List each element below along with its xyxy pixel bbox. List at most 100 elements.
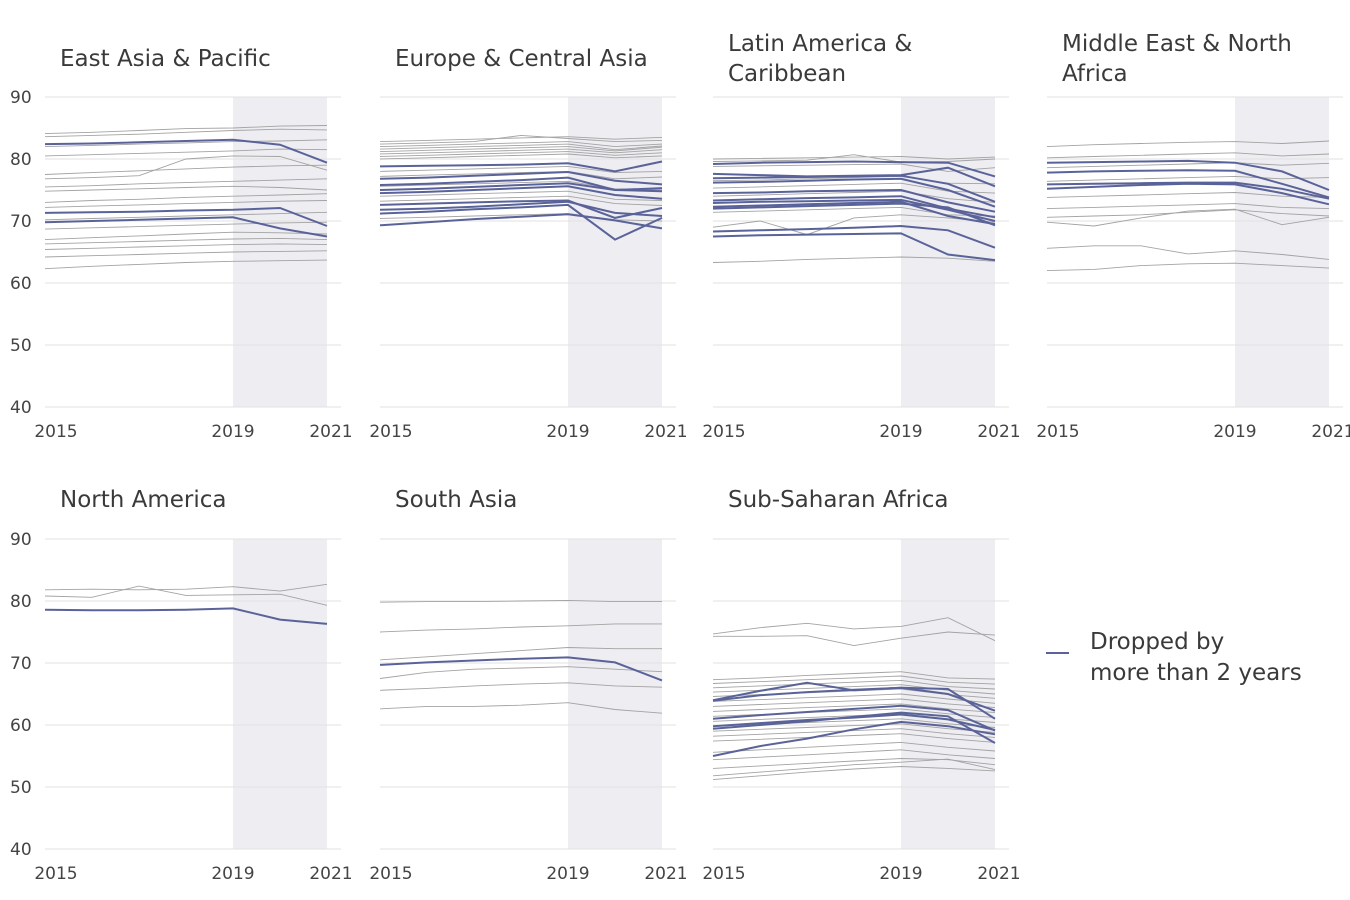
y-tick-label: 70	[10, 654, 32, 674]
context-series-line	[44, 178, 328, 188]
context-series-line	[712, 741, 996, 753]
context-series-line	[379, 195, 663, 206]
highlighted-series-line	[712, 174, 996, 203]
context-series-line	[712, 749, 996, 761]
context-series-line	[712, 698, 996, 709]
y-tick-label: 40	[10, 398, 32, 418]
context-series-line	[1046, 203, 1330, 210]
highlighted-series-line	[379, 182, 663, 193]
context-series-line	[44, 125, 328, 135]
context-series-line	[712, 156, 996, 160]
context-series-line	[379, 170, 663, 180]
shaded-period	[233, 539, 327, 849]
context-series-line	[379, 146, 663, 153]
x-tick-label: 2015	[34, 864, 77, 884]
context-series-line	[379, 143, 663, 151]
x-tick-label: 2015	[702, 422, 745, 442]
highlighted-series-line	[379, 213, 663, 230]
context-series-line	[379, 148, 663, 155]
shaded-period	[568, 539, 662, 849]
context-series-line	[713, 631, 996, 647]
highlighted-series-line	[44, 607, 328, 625]
context-series-line	[712, 154, 996, 163]
context-series-line	[1046, 152, 1330, 159]
context-series-line	[712, 671, 996, 681]
context-series-line	[712, 214, 996, 236]
panel-title-line: Latin America &	[728, 31, 912, 57]
highlighted-series-line	[712, 195, 996, 219]
context-series-line	[1046, 175, 1330, 182]
panel-title-line: South Asia	[395, 487, 517, 513]
context-series-line	[712, 182, 996, 194]
y-tick-label: 90	[10, 88, 32, 108]
context-series-line	[379, 180, 663, 191]
y-tick-label: 50	[10, 336, 32, 356]
context-series-line	[712, 723, 996, 733]
context-series-line	[379, 136, 663, 143]
context-series-line	[1046, 162, 1330, 169]
x-tick-label: 2019	[546, 422, 589, 442]
highlighted-series-line	[379, 656, 663, 682]
highlighted-series-line	[44, 216, 328, 238]
context-series-line	[44, 200, 328, 208]
context-series-line	[712, 728, 996, 738]
context-series-line	[44, 231, 328, 241]
panel-5: North America 40 50 60 70 80 90 2015 2019 2021	[10, 487, 353, 884]
context-series-line	[712, 758, 996, 777]
panel-4: Middle East & North Africa 2015 2019 2021	[1036, 31, 1350, 442]
highlighted-series-line	[379, 170, 663, 186]
panel-2: Europe & Central Asia 2015 2019 2021	[369, 46, 687, 442]
context-series-line	[379, 134, 663, 145]
x-tick-label: 2015	[369, 864, 412, 884]
x-tick-label: 2019	[211, 864, 254, 884]
context-series-line	[44, 583, 328, 592]
panel-1: East Asia & Pacific 40 50 60 70 80 90 2015 2019 2…	[10, 46, 353, 442]
highlighted-series-line	[712, 200, 996, 226]
context-series-line	[1046, 209, 1330, 218]
x-tick-label: 2019	[211, 422, 254, 442]
context-series-line	[44, 259, 328, 270]
context-series-line	[44, 211, 328, 221]
context-series-line	[379, 141, 663, 148]
highlighted-series-line	[712, 232, 996, 262]
context-series-line	[379, 702, 663, 714]
legend-label-line-1: Dropped by	[1090, 629, 1224, 655]
shaded-period	[901, 97, 995, 407]
context-series-line	[1046, 192, 1330, 198]
x-tick-label: 2021	[1311, 422, 1350, 442]
highlighted-series-line	[379, 160, 663, 173]
context-series-line	[44, 164, 328, 175]
panel-title-line: Caribbean	[728, 61, 846, 87]
x-tick-label: 2021	[977, 422, 1020, 442]
legend-label-line-2: more than 2 years	[1090, 660, 1302, 686]
context-series-line	[379, 682, 663, 691]
context-series-line	[44, 193, 328, 203]
panel-title-line: Middle East & North	[1062, 31, 1292, 57]
panel-3: Latin America & Caribbean 2015 2019 2021	[702, 31, 1020, 442]
panel-title-line: North America	[60, 487, 227, 513]
context-series-line	[44, 221, 328, 230]
highlighted-series-line	[712, 686, 996, 712]
x-tick-label: 2019	[879, 864, 922, 884]
highlighted-series-line	[712, 188, 996, 213]
highlighted-series-line	[1046, 182, 1330, 206]
panel-title-line: East Asia & Pacific	[60, 46, 271, 72]
highlighted-series-line	[712, 198, 996, 222]
panel-7: Sub-Saharan Africa 2015 2019 2021	[702, 487, 1020, 884]
highlighted-series-line	[712, 160, 996, 178]
context-series-line	[1046, 208, 1330, 227]
context-series-line	[712, 733, 996, 743]
highlighted-series-line	[1046, 181, 1330, 200]
context-series-line	[44, 237, 328, 245]
context-series-line	[44, 155, 328, 180]
context-series-line	[712, 693, 996, 704]
x-tick-label: 2021	[644, 864, 687, 884]
highlighted-series-line	[712, 704, 996, 732]
context-series-line	[379, 190, 663, 201]
context-series-line	[379, 153, 663, 160]
highlighted-series-line	[379, 199, 663, 219]
context-series-line	[712, 190, 996, 203]
y-tick-label: 60	[10, 716, 32, 736]
x-tick-label: 2015	[369, 422, 412, 442]
